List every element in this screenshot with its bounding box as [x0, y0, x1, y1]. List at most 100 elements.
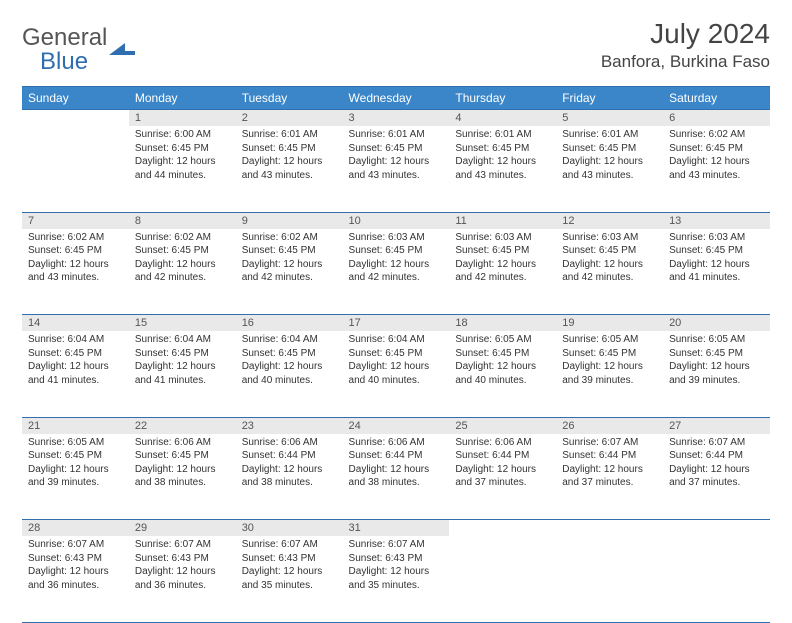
day-content-cell: Sunrise: 6:06 AMSunset: 6:44 PMDaylight:… [449, 434, 556, 520]
sunset-line: Sunset: 6:45 PM [562, 143, 636, 154]
day-number-cell: 27 [663, 417, 770, 434]
sunset-line: Sunset: 6:45 PM [455, 143, 529, 154]
title-block: July 2024 Banfora, Burkina Faso [601, 18, 770, 72]
day-content-cell: Sunrise: 6:07 AMSunset: 6:43 PMDaylight:… [343, 536, 450, 622]
day-number-cell: 19 [556, 315, 663, 332]
day-content-cell: Sunrise: 6:04 AMSunset: 6:45 PMDaylight:… [236, 331, 343, 417]
day-number-cell: 7 [22, 212, 129, 229]
day-number-row: 14151617181920 [22, 315, 770, 332]
day-content-cell: Sunrise: 6:07 AM Sunset: 6:43 PM Daylight:… [129, 536, 236, 622]
day-number-cell: 3 [343, 110, 450, 127]
day-number-cell: 5 [556, 110, 663, 127]
sunset-line: Sunset: 6:43 PM [135, 553, 209, 564]
sunrise-line: Sunrise: 6:06 AM [349, 437, 425, 448]
daylight-line: Daylight: 12 hours and 44 minutes. [135, 156, 216, 181]
day-content-cell: Sunrise: 6:01 AM Sunset: 6:45 PM Daylight:… [449, 126, 556, 212]
sunrise-line: Sunrise: 6:03 AM [669, 232, 745, 243]
sunset-line: Sunset: 6:45 PM [669, 143, 743, 154]
daylight-line: Daylight: 12 hours and 41 minutes. [669, 259, 750, 284]
sunset-line: Sunset: 6:43 PM [242, 553, 316, 564]
weekday-header: Friday [556, 87, 663, 110]
sunset-line: Sunset: 6:43 PM [28, 553, 102, 564]
daylight-line: Daylight: 12 hours and 42 minutes. [562, 259, 643, 284]
sunrise-line: Sunrise: 6:04 AM [242, 334, 318, 345]
sunrise-line: Sunrise: 6:03 AM [562, 232, 638, 243]
day-number-row: 123456 [22, 110, 770, 127]
daylight-line: Daylight: 12 hours and 37 minutes. [562, 464, 643, 489]
day-content-cell: Sunrise: 6:07 AMSunset: 6:44 PMDaylight:… [663, 434, 770, 520]
day-content-cell: Sunrise: 6:03 AMSunset: 6:45 PMDaylight:… [449, 229, 556, 315]
daylight-line: Daylight: 12 hours and 43 minutes. [242, 156, 323, 181]
day-content-cell: Sunrise: 6:03 AMSunset: 6:45 PMDaylight:… [663, 229, 770, 315]
sunset-line: Sunset: 6:44 PM [349, 450, 423, 461]
daylight-line: Daylight: 12 hours and 43 minutes. [562, 156, 643, 181]
day-number-cell: 30 [236, 520, 343, 537]
day-content-cell: Sunrise: 6:02 AMSunset: 6:45 PMDaylight:… [129, 229, 236, 315]
day-content-cell: Sunrise: 6:06 AMSunset: 6:45 PMDaylight:… [129, 434, 236, 520]
weekday-header: Wednesday [343, 87, 450, 110]
weekday-header: Saturday [663, 87, 770, 110]
sunrise-line: Sunrise: 6:05 AM [562, 334, 638, 345]
day-content-cell: Sunrise: 6:05 AMSunset: 6:45 PMDaylight:… [663, 331, 770, 417]
day-number-cell: 2 [236, 110, 343, 127]
sunrise-line: Sunrise: 6:07 AM [135, 539, 211, 550]
weekday-header-row: SundayMondayTuesdayWednesdayThursdayFrid… [22, 87, 770, 110]
sunrise-line: Sunrise: 6:02 AM [28, 232, 104, 243]
daylight-line: Daylight: 12 hours and 35 minutes. [242, 566, 323, 591]
day-content-cell: Sunrise: 6:01 AMSunset: 6:45 PMDaylight:… [343, 126, 450, 212]
daylight-line: Daylight: 12 hours and 36 minutes. [135, 566, 216, 591]
day-content-cell: Sunrise: 6:07 AMSunset: 6:44 PMDaylight:… [556, 434, 663, 520]
day-number-cell: 28 [22, 520, 129, 537]
weekday-header: Sunday [22, 87, 129, 110]
daylight-line: Daylight: 12 hours and 39 minutes. [562, 361, 643, 386]
day-content-row: Sunrise: 6:07 AM Sunset: 6:43 PM Daylight:… [22, 536, 770, 622]
sunrise-line: Sunrise: 6:07 AM [669, 437, 745, 448]
sunset-line: Sunset: 6:44 PM [669, 450, 743, 461]
day-content-cell: Sunrise: 6:04 AMSunset: 6:45 PMDaylight:… [22, 331, 129, 417]
sunset-line: Sunset: 6:45 PM [242, 143, 316, 154]
sunrise-line: Sunrise: 6:01 AM [349, 129, 425, 140]
day-number-cell: 31 [343, 520, 450, 537]
daylight-line: Daylight: 12 hours and 40 minutes. [455, 361, 536, 386]
sunrise-line: Sunrise: 6:07 AM [562, 437, 638, 448]
day-number-cell: 16 [236, 315, 343, 332]
sunrise-line: Sunrise: 6:02 AM [669, 129, 745, 140]
day-content-cell: Sunrise: 6:00 AMSunset: 6:45 PMDaylight:… [129, 126, 236, 212]
sunrise-line: Sunrise: 6:04 AM [135, 334, 211, 345]
sunrise-line: Sunrise: 6:01 AM [242, 129, 318, 140]
daylight-line: Daylight: 12 hours and 42 minutes. [135, 259, 216, 284]
day-content-row: Sunrise: 6:02 AM Sunset: 6:45 PM Daylight:… [22, 229, 770, 315]
sunrise-line: Sunrise: 6:04 AM [349, 334, 425, 345]
day-content-cell: Sunrise: 6:01 AMSunset: 6:45 PMDaylight:… [556, 126, 663, 212]
day-number-cell: 25 [449, 417, 556, 434]
sunrise-line: Sunrise: 6:06 AM [242, 437, 318, 448]
day-content-row: Sunrise: 6:04 AM Sunset: 6:45 PM Daylight:… [22, 331, 770, 417]
day-number-cell: 12 [556, 212, 663, 229]
day-content-cell: Sunrise: 6:05 AM Sunset: 6:45 PM Daylight:… [556, 331, 663, 417]
day-content-row: Sunrise: 6:05 AMSunset: 6:45 PMDaylight:… [22, 434, 770, 520]
day-number-cell: 29 [129, 520, 236, 537]
sunrise-line: Sunrise: 6:05 AM [28, 437, 104, 448]
day-content-cell: Sunrise: 6:02 AMSunset: 6:45 PMDaylight:… [22, 229, 129, 315]
day-content-cell: Sunrise: 6:02 AMSunset: 6:45 PMDaylight:… [236, 229, 343, 315]
day-content-cell [449, 536, 556, 622]
day-number-cell: 15 [129, 315, 236, 332]
sunset-line: Sunset: 6:45 PM [349, 245, 423, 256]
day-content-cell: Sunrise: 6:07 AMSunset: 6:43 PMDaylight:… [236, 536, 343, 622]
daylight-line: Daylight: 12 hours and 43 minutes. [28, 259, 109, 284]
sunset-line: Sunset: 6:45 PM [135, 245, 209, 256]
day-number-cell: 10 [343, 212, 450, 229]
daylight-line: Daylight: 12 hours and 43 minutes. [455, 156, 536, 181]
sunset-line: Sunset: 6:45 PM [562, 348, 636, 359]
sunrise-line: Sunrise: 6:06 AM [455, 437, 531, 448]
daylight-line: Daylight: 12 hours and 42 minutes. [349, 259, 430, 284]
sunrise-line: Sunrise: 6:01 AM [455, 129, 531, 140]
header: General Blue July 2024 Banfora, Burkina … [22, 18, 770, 76]
weekday-header: Tuesday [236, 87, 343, 110]
sunrise-line: Sunrise: 6:05 AM [455, 334, 531, 345]
sunrise-line: Sunrise: 6:02 AM [242, 232, 318, 243]
sunrise-line: Sunrise: 6:03 AM [455, 232, 531, 243]
sunrise-line: Sunrise: 6:04 AM [28, 334, 104, 345]
sunset-line: Sunset: 6:45 PM [135, 143, 209, 154]
daylight-line: Daylight: 12 hours and 43 minutes. [349, 156, 430, 181]
